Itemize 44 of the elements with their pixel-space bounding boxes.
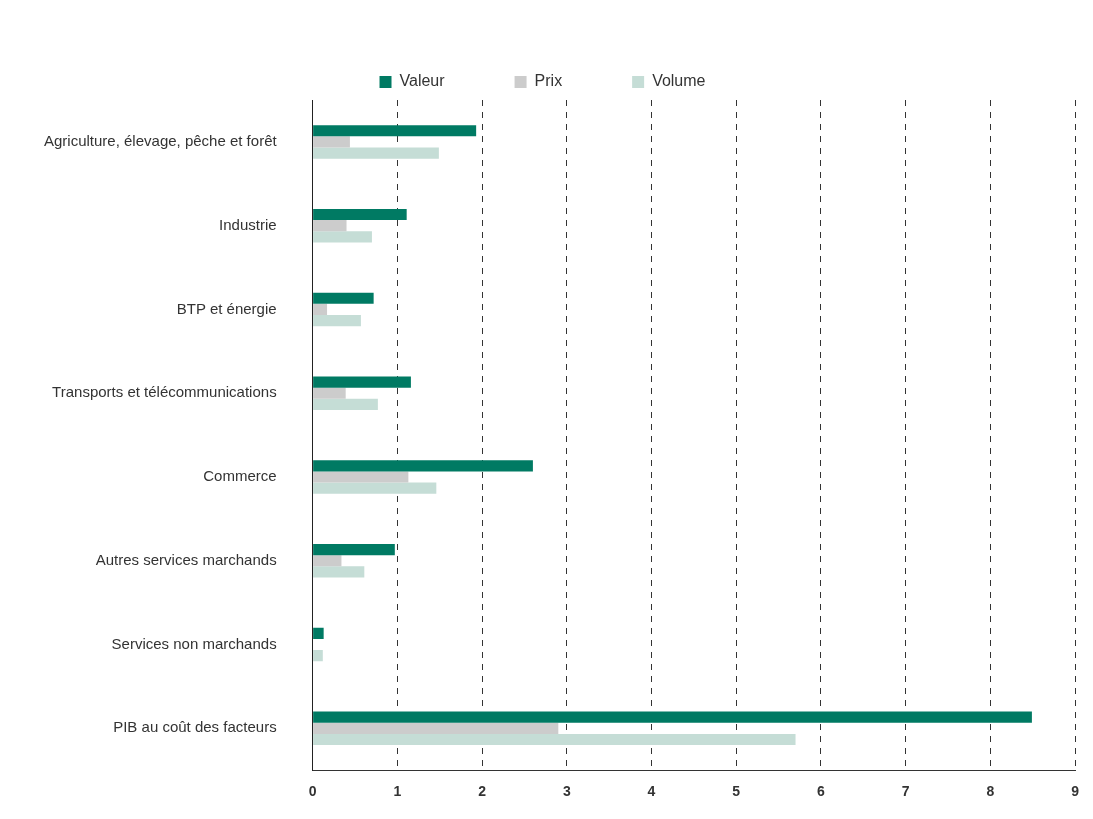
bar [313, 147, 439, 159]
y-tick-label: BTP et énergie [176, 299, 277, 317]
y-tick-label: Industrie [219, 215, 277, 233]
bar [313, 722, 559, 734]
y-tick-label: PIB au coût des facteurs [113, 718, 277, 736]
bar [313, 566, 365, 578]
legend-label: Volume [652, 72, 706, 90]
bar [313, 711, 1032, 723]
y-tick-label: Autres services marchands [95, 550, 277, 568]
bar [313, 460, 533, 472]
bar [313, 136, 350, 148]
bar [313, 398, 378, 410]
bar [313, 544, 395, 556]
bar [313, 650, 323, 662]
bar [313, 315, 361, 327]
bar [313, 292, 374, 304]
bar [313, 231, 372, 243]
bar [313, 387, 346, 399]
x-tick-label: 5 [732, 783, 741, 800]
y-tick-label: Agriculture, élevage, pêche et forêt [44, 132, 278, 150]
bar [313, 303, 328, 316]
x-tick-label: 1 [393, 783, 402, 800]
bar [313, 627, 324, 639]
x-tick-label: 2 [478, 783, 487, 800]
x-tick-label: 4 [647, 783, 656, 800]
x-tick-label: 9 [1071, 783, 1080, 800]
y-tick-label: Services non marchands [111, 634, 277, 652]
y-tick-label: Transports et télécommunications [52, 383, 277, 401]
bar [313, 220, 347, 232]
x-tick-label: 7 [901, 783, 910, 800]
x-tick-label: 8 [986, 783, 995, 800]
legend-label: Prix [534, 72, 563, 90]
bar [313, 125, 477, 137]
x-tick-label: 3 [562, 783, 571, 800]
bar [313, 208, 407, 221]
y-tick-label: Commerce [203, 467, 277, 485]
bar [313, 482, 437, 494]
bar [313, 733, 796, 746]
legend-label: Valeur [399, 72, 446, 90]
x-tick-label: 6 [817, 783, 826, 800]
bar [313, 376, 411, 388]
bar [313, 555, 342, 567]
x-tick-label: 0 [308, 783, 317, 800]
bar [313, 471, 409, 483]
